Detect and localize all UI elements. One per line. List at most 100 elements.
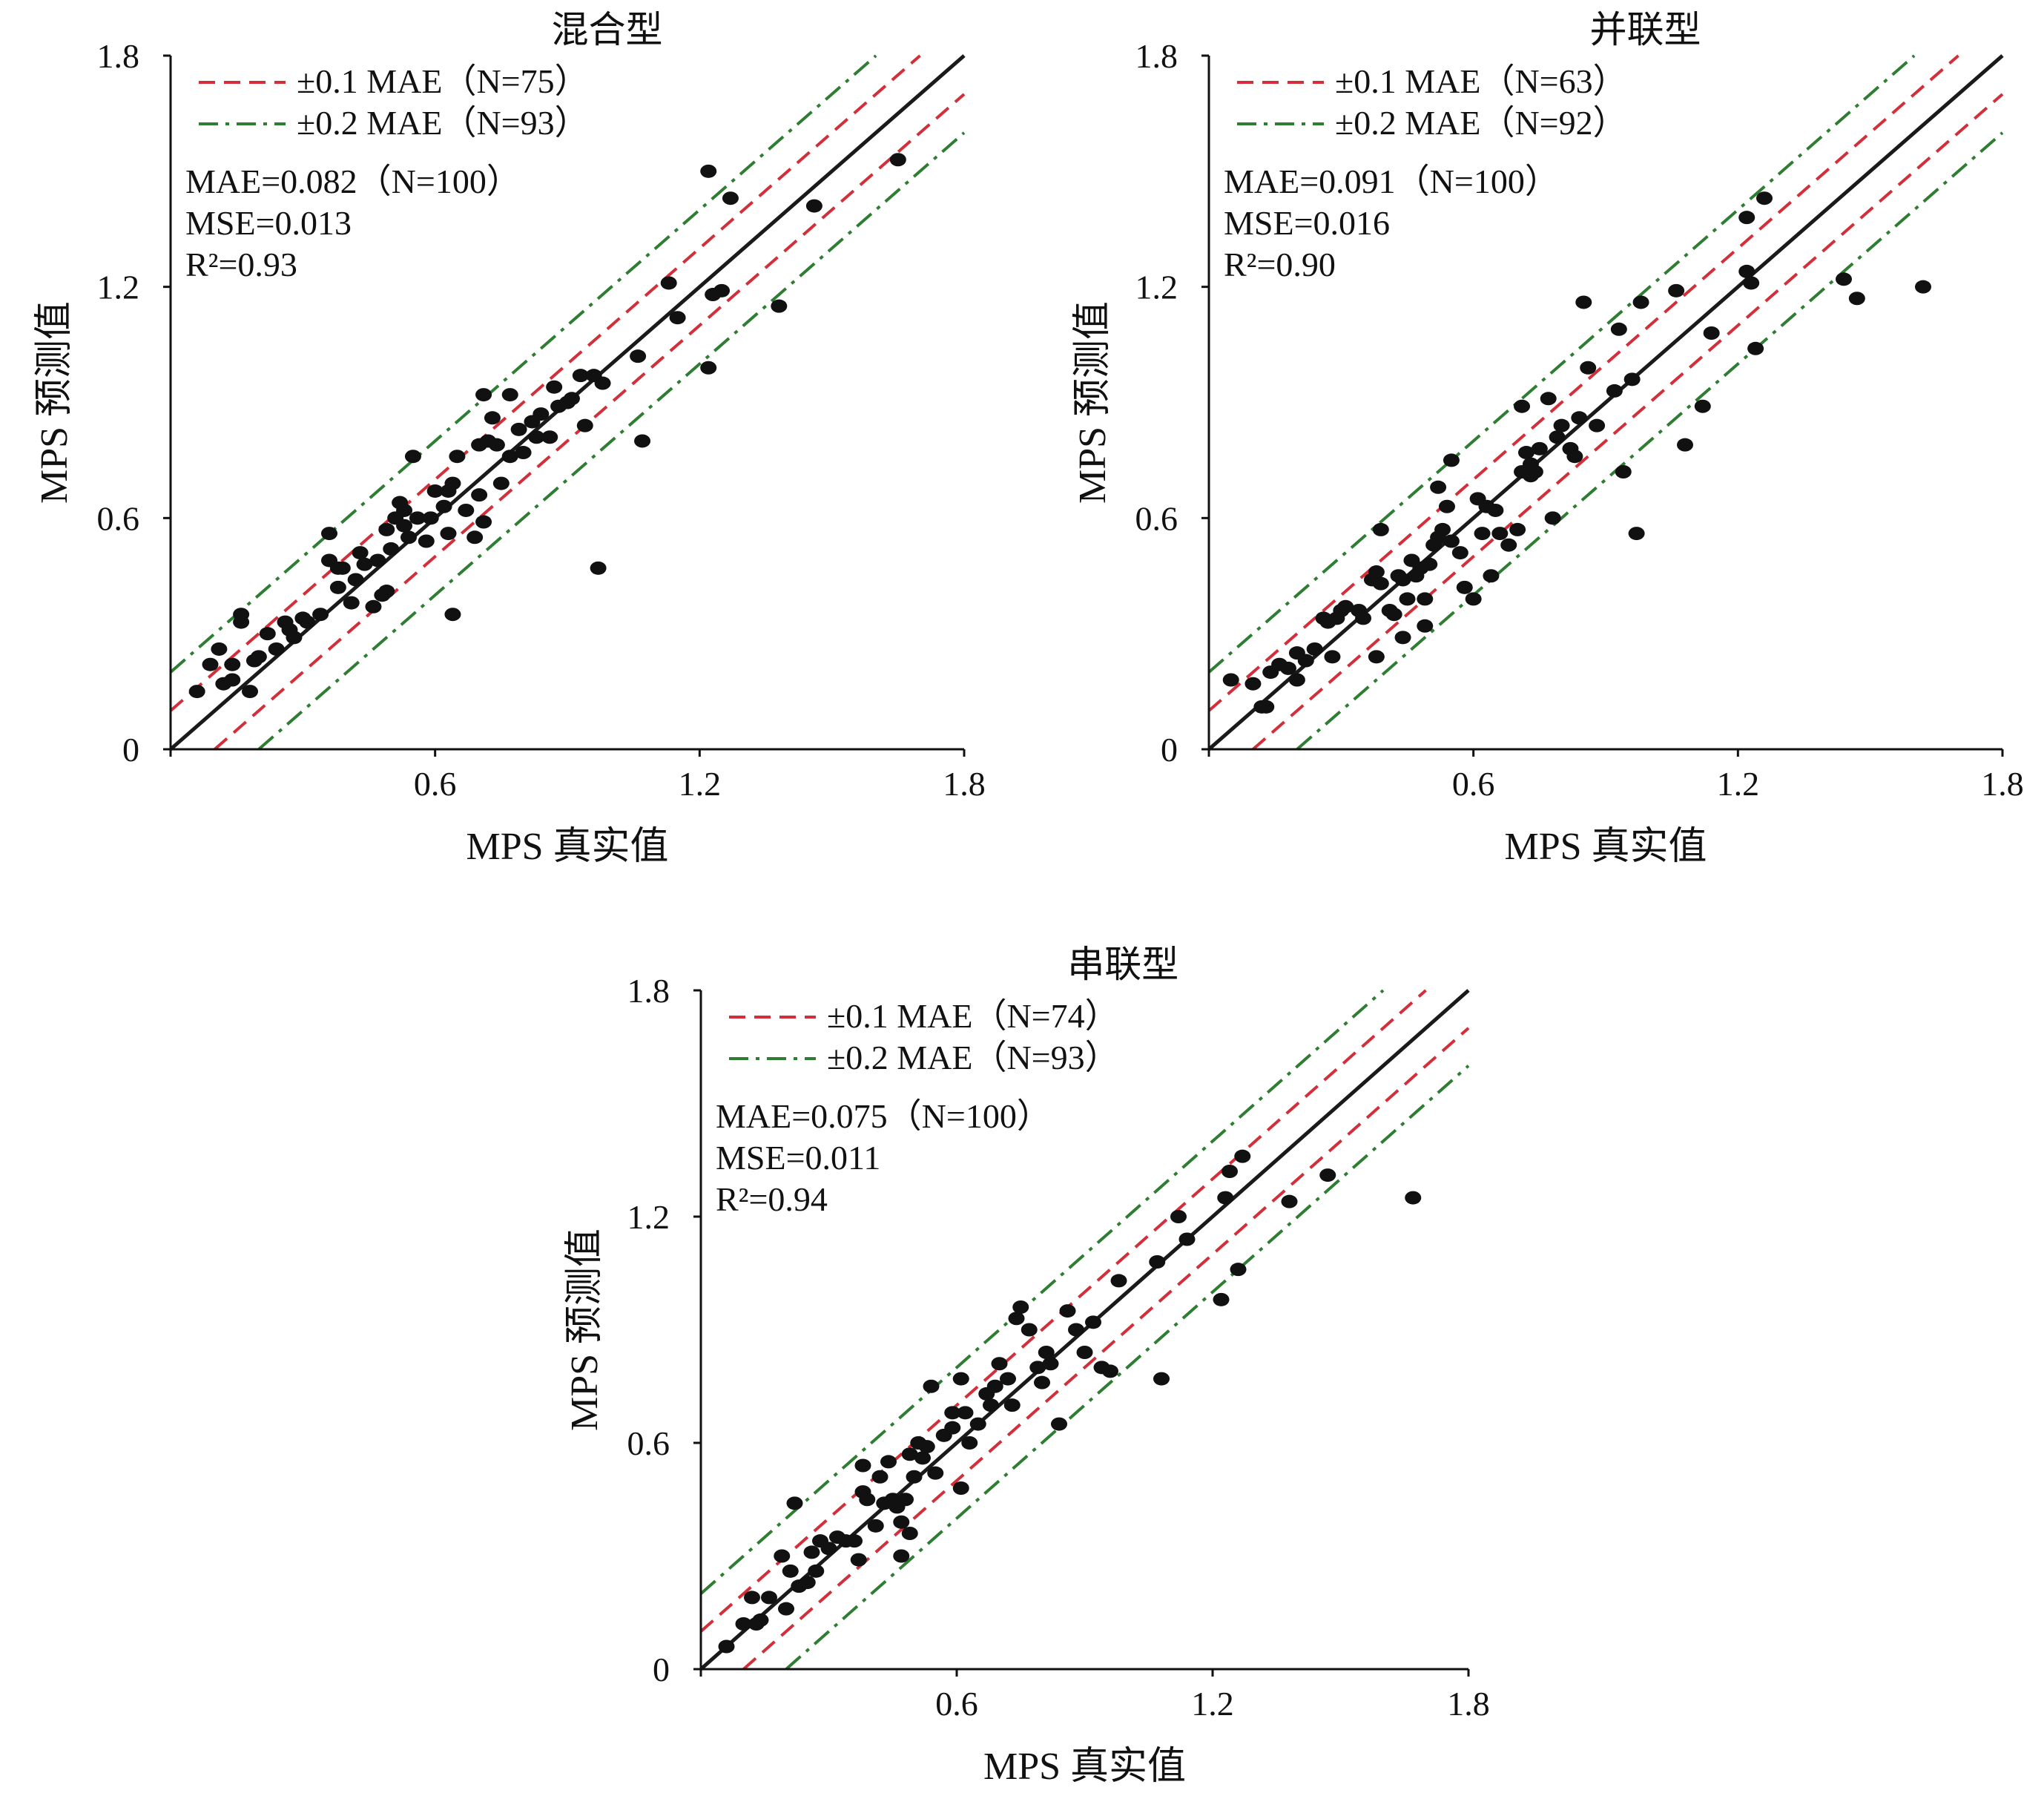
data-point <box>563 392 580 406</box>
data-point <box>1544 511 1561 525</box>
stat-mae: MAE=0.091（N=100） <box>1224 162 1559 200</box>
data-point <box>1848 292 1865 306</box>
data-point <box>1483 569 1500 583</box>
data-point <box>1566 450 1583 464</box>
data-point <box>991 1357 1008 1371</box>
data-point <box>1487 503 1504 517</box>
data-point <box>576 418 593 432</box>
chart-title: 并联型 <box>1590 9 1701 50</box>
data-point <box>1085 1315 1101 1329</box>
data-point <box>744 1591 760 1605</box>
mae-02-upper-line <box>699 989 1385 1595</box>
mae-01-lower-line <box>1252 93 2004 751</box>
x-tick-label: 1.8 <box>1447 1685 1490 1723</box>
data-point <box>918 1440 935 1454</box>
data-point <box>1703 326 1720 340</box>
data-point <box>1575 295 1592 309</box>
data-point <box>365 599 382 614</box>
mae-02-upper-line <box>1207 54 1916 674</box>
data-point <box>590 561 607 575</box>
data-point <box>1288 673 1305 687</box>
data-point <box>782 1564 799 1578</box>
data-point <box>805 199 822 213</box>
data-point <box>1531 441 1548 455</box>
data-point <box>347 573 364 587</box>
y-tick-label: 1.8 <box>97 37 140 75</box>
stat-mse: MSE=0.011 <box>716 1139 880 1177</box>
data-point <box>771 299 788 313</box>
data-point <box>1003 1398 1021 1412</box>
x-tick-label: 1.2 <box>679 765 722 803</box>
data-point <box>286 631 303 645</box>
data-point <box>449 450 466 464</box>
data-point <box>1615 465 1632 478</box>
data-point <box>1042 1357 1059 1371</box>
data-point <box>242 685 258 699</box>
data-point <box>1915 280 1931 294</box>
data-point <box>515 446 532 460</box>
mae-02-upper-line <box>169 54 877 674</box>
x-tick-label: 1.2 <box>1717 765 1760 803</box>
data-point <box>1213 1292 1230 1306</box>
x-tick-label: 1.2 <box>1191 1685 1234 1723</box>
chart-panel-3: 0 0.6 0.6 1.2 1.2 1.8 1.8 串联型 MPS 真实值 MPS 预测值 ±0.1… <box>564 944 1490 1788</box>
data-point <box>1443 453 1460 467</box>
data-point <box>803 1545 820 1559</box>
data-point <box>404 450 421 464</box>
data-point <box>268 642 285 656</box>
data-point <box>1694 399 1711 413</box>
data-point <box>906 1470 923 1484</box>
data-point <box>1668 283 1685 297</box>
y-axis-label: MPS 预测值 <box>1072 301 1114 504</box>
data-point <box>484 411 501 425</box>
data-point <box>594 376 611 390</box>
data-point <box>1628 527 1645 541</box>
data-point <box>259 627 276 641</box>
legend-label: ±0.1 MAE（N=75） <box>297 62 589 100</box>
x-axis-label: MPS 真实值 <box>983 1746 1186 1788</box>
data-point <box>321 527 337 541</box>
x-tick-label: 1.8 <box>943 765 986 803</box>
data-point <box>1553 418 1570 432</box>
data-point <box>1434 522 1451 536</box>
stat-mae: MAE=0.075（N=100） <box>716 1097 1051 1135</box>
data-point <box>409 511 426 525</box>
identity-line <box>1207 54 2004 751</box>
data-point <box>1170 1210 1187 1223</box>
data-point <box>893 1549 910 1563</box>
chart-title: 混合型 <box>552 9 663 50</box>
data-point <box>1677 438 1693 452</box>
data-point <box>475 515 492 529</box>
data-point <box>546 380 563 394</box>
data-point <box>211 642 228 656</box>
data-point <box>475 388 492 402</box>
data-point <box>1297 654 1314 668</box>
data-point <box>1417 619 1434 633</box>
data-point <box>901 1447 918 1461</box>
data-point <box>458 503 475 517</box>
stat-r2: R²=0.90 <box>1224 246 1336 283</box>
data-point <box>224 657 241 671</box>
mae-02-lower-line <box>785 1065 1470 1671</box>
y-tick-label: 0.6 <box>1135 499 1178 537</box>
stat-mse: MSE=0.013 <box>185 204 352 242</box>
data-point <box>1540 392 1557 406</box>
data-point <box>396 519 413 533</box>
chart-title: 串联型 <box>1067 944 1178 985</box>
data-point <box>986 1379 1003 1393</box>
data-point <box>735 1617 752 1631</box>
data-point <box>774 1549 791 1563</box>
data-point <box>1217 1191 1234 1205</box>
data-point <box>1421 557 1438 571</box>
data-point <box>1500 538 1517 552</box>
legend-label: ±0.2 MAE（N=93） <box>297 104 589 142</box>
data-point <box>1368 650 1385 664</box>
data-point <box>572 369 589 383</box>
data-point <box>378 585 395 599</box>
stat-mse: MSE=0.016 <box>1224 204 1390 242</box>
data-point <box>1306 642 1323 656</box>
data-point <box>1021 1323 1038 1337</box>
data-point <box>501 450 518 464</box>
data-point <box>1234 1149 1251 1163</box>
data-point <box>1281 1194 1298 1208</box>
